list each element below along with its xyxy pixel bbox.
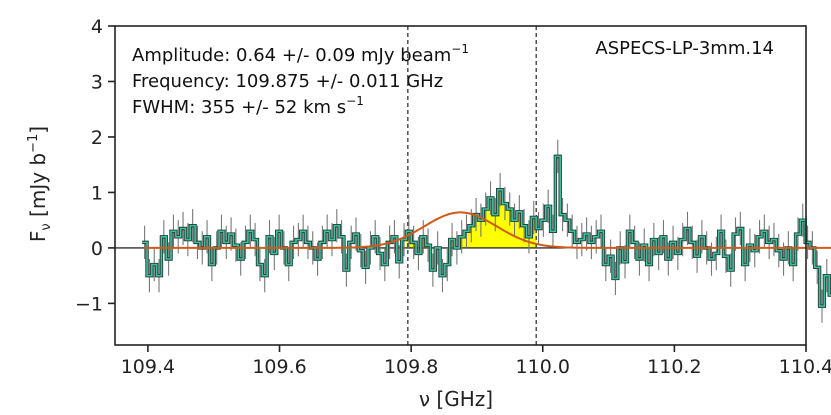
x-tick-label: 109.6 bbox=[252, 356, 306, 378]
spectrum-step-layer bbox=[142, 154, 831, 308]
x-tick-label: 109.4 bbox=[121, 356, 175, 378]
x-tick-label: 110.4 bbox=[779, 356, 831, 378]
x-tick-label: 109.8 bbox=[384, 356, 438, 378]
line-fill-bar bbox=[497, 189, 503, 248]
y-tick-label: 4 bbox=[91, 16, 103, 38]
line-fill-bar bbox=[507, 209, 513, 248]
amplitude-annotation: Amplitude: 0.64 +/- 0.09 mJy beam−1 bbox=[132, 42, 469, 66]
y-tick-label: −1 bbox=[75, 293, 103, 315]
y-axis-label: Fν [mJy b−1] bbox=[26, 126, 54, 242]
line-fill-bar bbox=[502, 203, 508, 248]
gaussian-fit-line bbox=[144, 211, 831, 249]
gaussian-fit-layer bbox=[144, 211, 831, 249]
spectrum-step-line bbox=[142, 155, 831, 307]
y-tick-label: 0 bbox=[91, 238, 103, 260]
y-tick-label: 2 bbox=[91, 127, 103, 149]
fwhm-annotation: FWHM: 355 +/- 52 km s−1 bbox=[132, 94, 364, 118]
x-tick-label: 110.0 bbox=[516, 356, 570, 378]
plot-frame bbox=[114, 25, 807, 346]
y-tick-label: 1 bbox=[91, 182, 103, 204]
x-tick-label: 110.2 bbox=[647, 356, 701, 378]
line-fill-bar bbox=[483, 209, 489, 248]
line-fill-bar bbox=[516, 211, 523, 248]
frequency-annotation: Frequency: 109.875 +/- 0.011 GHz bbox=[132, 71, 443, 92]
axis-ticks-layer: 109.4 109.6 109.8 110.0 110.2 110.4 −1 0 1 2 3 4 bbox=[75, 16, 831, 378]
x-axis-label: ν [GHz] bbox=[419, 387, 493, 411]
y-tick-label: 3 bbox=[91, 71, 103, 93]
source-label: ASPECS-LP-3mm.14 bbox=[595, 38, 774, 59]
